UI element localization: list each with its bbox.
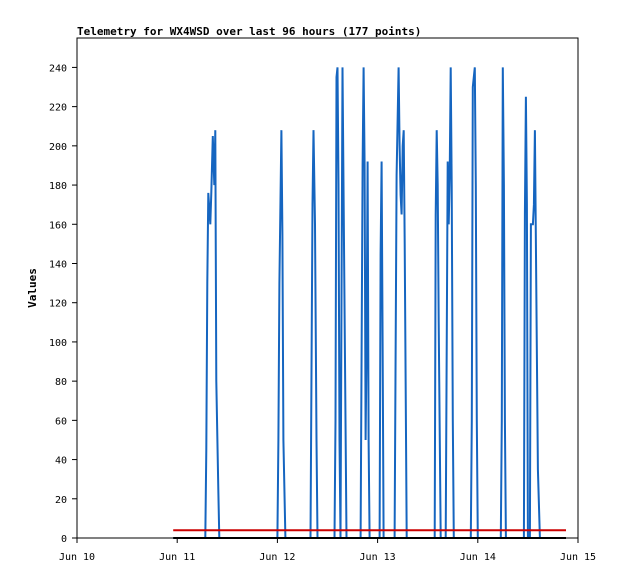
y-tick-label: 200 <box>49 142 67 153</box>
x-tick-label: Jun 12 <box>259 552 295 563</box>
y-tick-label: 220 <box>49 103 67 114</box>
x-tick-label: Jun 11 <box>159 552 195 563</box>
y-tick-label: 0 <box>61 534 67 545</box>
y-tick-label: 180 <box>49 181 67 192</box>
series-line-1 <box>173 67 541 539</box>
plot-area <box>76 37 579 539</box>
x-tick-label: Jun 14 <box>460 552 496 563</box>
y-tick-label: 80 <box>55 377 67 388</box>
x-tick-label: Jun 15 <box>560 552 596 563</box>
y-tick-label: 60 <box>55 416 67 427</box>
x-tick-label: Jun 13 <box>360 552 396 563</box>
y-tick-label: 160 <box>49 220 67 231</box>
x-tick-label: Jun 10 <box>59 552 95 563</box>
y-tick-label: 100 <box>49 338 67 349</box>
y-tick-label: 40 <box>55 456 67 467</box>
y-tick-label: 140 <box>49 259 67 270</box>
y-axis-label: Values <box>26 268 39 308</box>
series-layer <box>173 67 566 539</box>
y-axis: 0 20 40 60 80 100 120 140 160 180 200 220 240 <box>49 63 77 545</box>
x-axis: Jun 10 Jun 11 Jun 12 Jun 13 Jun 14 Jun 15 <box>59 538 596 563</box>
chart-title: Telemetry for WX4WSD over last 96 hours … <box>77 25 421 38</box>
y-tick-label: 120 <box>49 299 67 310</box>
y-tick-label: 240 <box>49 63 67 74</box>
y-tick-label: 20 <box>55 495 67 506</box>
